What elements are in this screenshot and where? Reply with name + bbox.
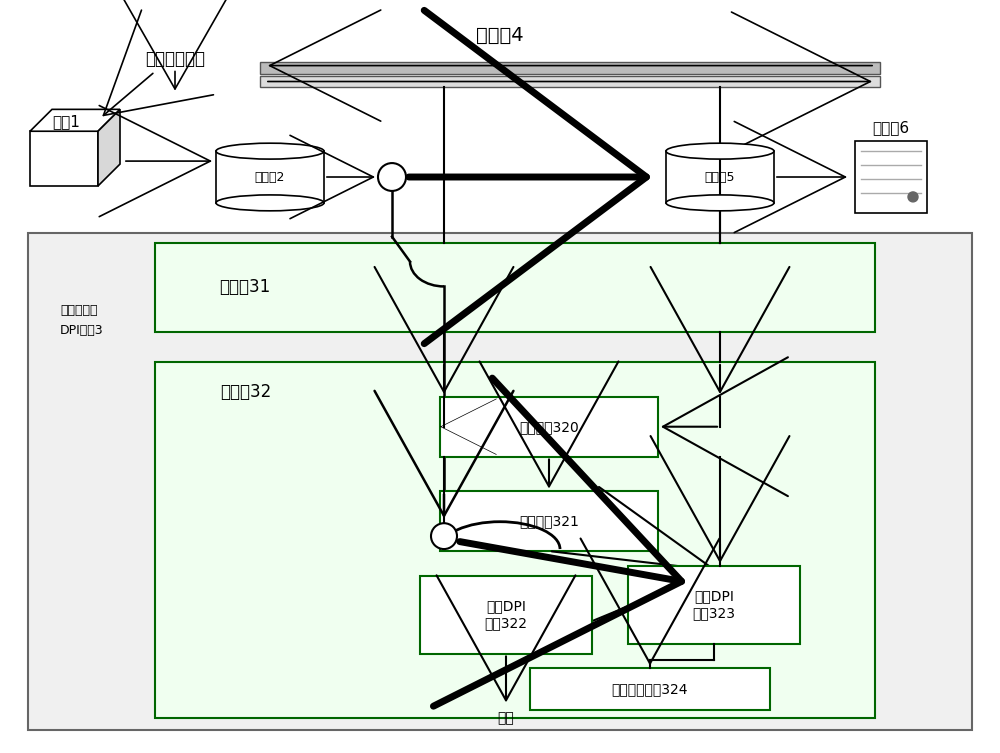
Text: 识别模块320: 识别模块320 bbox=[519, 419, 579, 434]
Bar bbox=[628, 566, 800, 644]
Ellipse shape bbox=[666, 143, 774, 159]
Bar bbox=[530, 669, 770, 710]
Bar bbox=[420, 576, 592, 654]
Text: 并联DPI
模块323: 并联DPI 模块323 bbox=[692, 590, 736, 620]
Text: DPI设备3: DPI设备3 bbox=[60, 324, 104, 337]
Text: 光分器4: 光分器4 bbox=[476, 26, 524, 45]
Text: 深度包检测: 深度包检测 bbox=[60, 303, 98, 317]
Bar bbox=[30, 131, 98, 186]
Circle shape bbox=[908, 192, 918, 202]
Bar bbox=[666, 151, 774, 203]
Text: 服务器6: 服务器6 bbox=[872, 120, 910, 135]
Circle shape bbox=[431, 523, 457, 549]
Bar bbox=[855, 142, 927, 213]
Ellipse shape bbox=[216, 195, 324, 211]
Text: 主机1: 主机1 bbox=[52, 114, 80, 129]
Text: 丢弃: 丢弃 bbox=[498, 711, 514, 725]
Text: 路由器2: 路由器2 bbox=[255, 170, 285, 184]
Circle shape bbox=[378, 163, 406, 191]
Bar bbox=[260, 62, 880, 74]
Text: 统计模块321: 统计模块321 bbox=[519, 514, 579, 528]
Bar bbox=[216, 151, 324, 203]
Text: 业务数据流向: 业务数据流向 bbox=[145, 50, 205, 68]
Bar bbox=[440, 492, 658, 551]
Text: 路由器5: 路由器5 bbox=[705, 170, 735, 184]
Polygon shape bbox=[98, 109, 120, 186]
Bar bbox=[155, 362, 875, 718]
Bar bbox=[260, 75, 880, 87]
Text: 策略处理模块324: 策略处理模块324 bbox=[612, 682, 688, 697]
Text: 串联DPI
模块322: 串联DPI 模块322 bbox=[484, 599, 528, 630]
Polygon shape bbox=[30, 109, 120, 131]
Text: 接口板31: 接口板31 bbox=[219, 279, 271, 297]
Bar bbox=[155, 242, 875, 332]
Bar bbox=[440, 397, 658, 456]
Text: 业务板32: 业务板32 bbox=[220, 383, 271, 401]
Ellipse shape bbox=[216, 143, 324, 159]
Bar bbox=[28, 233, 972, 730]
Ellipse shape bbox=[666, 195, 774, 211]
